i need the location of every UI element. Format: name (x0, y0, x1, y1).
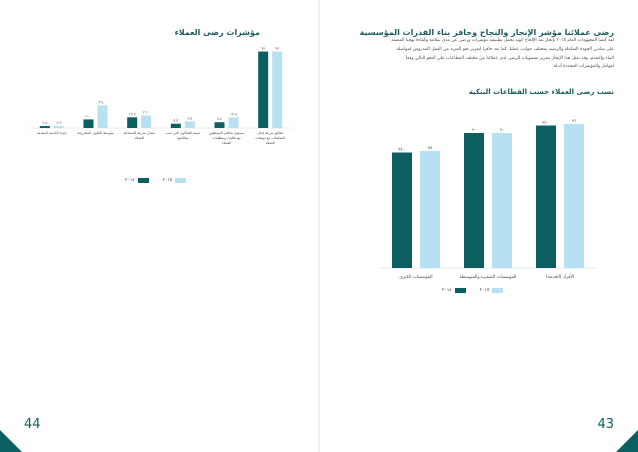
paragraph-line: لقد كثفنا المجهودات العام ٢٠١٥ بإنجاز بع… (391, 38, 614, 43)
bar (392, 152, 412, 268)
data-label: ٢.٥ (42, 121, 47, 125)
category-label: للعملاء (134, 136, 143, 140)
sector-satisfaction-chart: ٩٥.٠ ٩٦ الأفراد (الخدمة) ٩٠ ٩٠ المؤسسات الصغي… (380, 118, 596, 280)
data-label: ١٣.٧ (230, 112, 237, 116)
data-label: ٧٨ (428, 145, 433, 150)
category-label: معدل سرعة الاستجابة (124, 131, 155, 135)
bar (272, 51, 283, 129)
category-label: العملاء (266, 141, 275, 145)
paragraph-line: البناء والتقدم، وقد تمثل هذا الإنجاز بتع… (405, 55, 614, 61)
data-label: ٢.٣ (56, 121, 61, 125)
legend-swatch-light (492, 288, 504, 293)
category-label: مع طلبات ومتطلبات (212, 136, 241, 140)
legend-swatch-dark (454, 288, 466, 293)
bar (214, 122, 225, 128)
data-label: ١٦.٠ (143, 111, 150, 115)
legend-label-2014: ٢٠١٤ (125, 178, 135, 183)
category-label: متوسط الحلول المطروحة (77, 131, 114, 135)
legend-swatch-light (175, 178, 187, 183)
page-number-right: 43 (597, 417, 614, 432)
bar (536, 125, 556, 268)
paragraph-line: لعوامل والمؤشرات المحددة أدناه: (552, 64, 614, 70)
category-label: جودة الخدمة المقدمة (37, 131, 67, 135)
bar (420, 151, 440, 268)
data-label: ٢٩.٠ (99, 100, 106, 104)
bar (258, 51, 269, 129)
bar (492, 133, 512, 268)
bar (228, 117, 239, 128)
data-label: ٧٧.٠ (398, 147, 406, 152)
right-chart-legend: ٢٠١٥ ٢٠١٤ (442, 288, 504, 293)
data-label: ١١.٠ (85, 114, 92, 118)
category-label: تطابق سرعة إنجاز (256, 131, 283, 136)
legend-label-2014: ٢٠١٤ (442, 288, 452, 293)
category-label: معالجتها (177, 136, 189, 140)
category-label: العملاء (222, 141, 231, 145)
intro-paragraph: لقد كثفنا المجهودات العام ٢٠١٥ بإنجاز بع… (344, 37, 614, 72)
bar (39, 126, 50, 128)
data-label: ٥.٥ (173, 119, 178, 123)
right-page: رضى عملائنا مؤشر الإنجاز والنجاح وحافز ب… (320, 0, 638, 452)
legend-item-2014: ٢٠١٤ (442, 288, 466, 293)
data-label: ٩٨ (275, 47, 279, 51)
data-label: ٩٨ (261, 47, 265, 51)
data-label: ٩٠ (500, 127, 505, 132)
data-label: ٧.٤ (217, 117, 222, 121)
category-label: نسبة الشكاوى التي تمت (166, 131, 200, 135)
data-label: ٩٥.٠ (542, 120, 550, 125)
legend-item-2015: ٢٠١٥ (480, 288, 504, 293)
left-page: مؤشرات رضى العملاء ٩٨ ٩٨ تطابق سرعة إنجاز ا… (0, 0, 318, 452)
bar (564, 124, 584, 268)
category-label: المؤسسات الصغيرة والمتوسطة (460, 275, 517, 280)
right-page-title: رضى عملائنا مؤشر الإنجاز والنجاح وحافز ب… (359, 28, 614, 37)
data-label: ٩٠ (472, 127, 477, 132)
data-label: ٩٦ (572, 118, 577, 123)
data-label: ٨.٥ (187, 116, 192, 120)
category-label: المعاملات مع توقعات (255, 136, 285, 140)
left-chart-legend: ٢٠١٥ ٢٠١٤ (125, 178, 187, 183)
bar (170, 123, 181, 128)
bar (53, 126, 64, 128)
category-label: الأفراد (الخدمة) (546, 273, 574, 280)
page-corner-right (616, 430, 638, 452)
paragraph-line: على ميادين الجودة الشاملة والرصيد بمختلف… (396, 46, 614, 52)
legend-label-2015: ٢٠١٥ (162, 178, 173, 183)
page-corner-left (0, 430, 22, 452)
left-page-title: مؤشرات رضى العملاء (174, 28, 260, 37)
sector-chart-subtitle: نسب رضى العملاء حسب القطاعات البنكية (468, 88, 614, 96)
category-label: مستوى تعاطي الموظفين (209, 131, 244, 135)
bar (83, 119, 94, 128)
legend-label-2015: ٢٠١٥ (479, 288, 490, 293)
bar (141, 115, 152, 128)
bar (464, 133, 484, 268)
page-number-left: 44 (24, 417, 41, 432)
bar (184, 121, 195, 128)
category-label: المؤسسات الكبرى (399, 274, 432, 280)
page-spine (318, 0, 320, 452)
bar (97, 105, 108, 128)
legend-item-2014: ٢٠١٤ (125, 178, 149, 183)
legend-item-2015: ٢٠١٥ (163, 178, 187, 183)
data-label: ١٣.٧ (129, 112, 136, 116)
legend-swatch-dark (137, 178, 149, 183)
bar (127, 117, 138, 128)
